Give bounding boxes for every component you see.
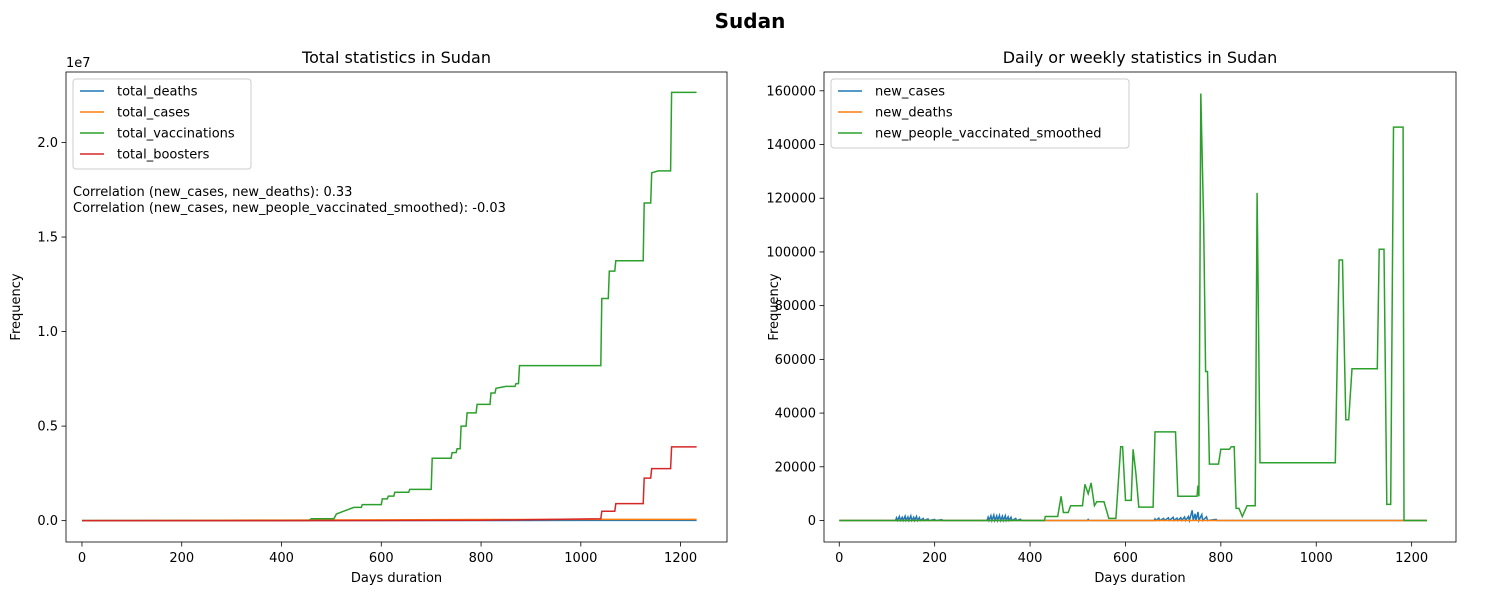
series-line-new-people-vaccinated-smoothed: [839, 94, 1427, 521]
legend-label: total_boosters: [117, 148, 210, 163]
series-line-total-boosters: [82, 447, 697, 521]
x-tick-label: 400: [1018, 551, 1043, 566]
y-scale-label: 1e7: [66, 56, 91, 71]
chart-title: Total statistics in Sudan: [301, 48, 491, 67]
chart-total-statistics: 0 200 400 600 800 1000 1200 0.0 0.5 1.0 1.5 2.0 1e7 T…: [9, 48, 727, 586]
y-tick-label: 1.5: [37, 231, 58, 246]
y-tick-label: 40000: [775, 407, 816, 422]
legend-label: total_cases: [117, 106, 190, 121]
figure-suptitle: Sudan: [715, 9, 786, 33]
x-tick-label: 200: [922, 551, 947, 566]
legend-label: new_deaths: [875, 106, 953, 121]
y-tick-label: 0.0: [37, 514, 58, 529]
x-axis-label: Days duration: [351, 571, 442, 586]
x-tick-label: 600: [369, 551, 394, 566]
y-tick-label: 100000: [766, 245, 816, 260]
legend: total_deaths total_cases total_vaccination…: [73, 79, 251, 169]
legend-label: new_people_vaccinated_smoothed: [875, 127, 1101, 142]
y-tick-label: 0.5: [37, 420, 58, 435]
y-tick-label: 0: [808, 514, 816, 529]
correlation-annotation: Correlation (new_cases, new_deaths): 0.3…: [73, 185, 352, 200]
legend-label: total_vaccinations: [117, 127, 235, 142]
correlation-annotation: Correlation (new_cases, new_people_vacci…: [73, 201, 506, 216]
y-axis-label: Frequency: [767, 273, 782, 340]
x-tick-label: 400: [269, 551, 294, 566]
x-tick-label: 800: [1208, 551, 1233, 566]
x-tick-label: 1200: [664, 551, 697, 566]
y-tick-label: 160000: [766, 84, 816, 99]
x-tick-label: 800: [469, 551, 494, 566]
y-tick-label: 2.0: [37, 136, 58, 151]
y-tick-label: 1.0: [37, 325, 58, 340]
plot-area: [839, 94, 1427, 521]
legend: new_cases new_deaths new_people_vaccinated…: [831, 79, 1129, 148]
y-tick-label: 140000: [766, 138, 816, 153]
chart-title: Daily or weekly statistics in Sudan: [1003, 48, 1278, 67]
x-tick-label: 1200: [1395, 551, 1428, 566]
x-tick-label: 0: [835, 551, 843, 566]
y-tick-label: 120000: [766, 192, 816, 207]
series-line-new-cases: [839, 510, 1427, 520]
x-axis-label: Days duration: [1094, 571, 1185, 586]
legend-label: total_deaths: [117, 85, 198, 100]
y-axis-label: Frequency: [9, 273, 24, 340]
x-tick-label: 0: [78, 551, 86, 566]
legend-label: new_cases: [875, 85, 945, 100]
x-tick-label: 200: [169, 551, 194, 566]
x-tick-label: 600: [1113, 551, 1138, 566]
y-tick-label: 20000: [775, 460, 816, 475]
x-tick-label: 1000: [1300, 551, 1333, 566]
y-tick-label: 60000: [775, 353, 816, 368]
x-tick-label: 1000: [564, 551, 597, 566]
